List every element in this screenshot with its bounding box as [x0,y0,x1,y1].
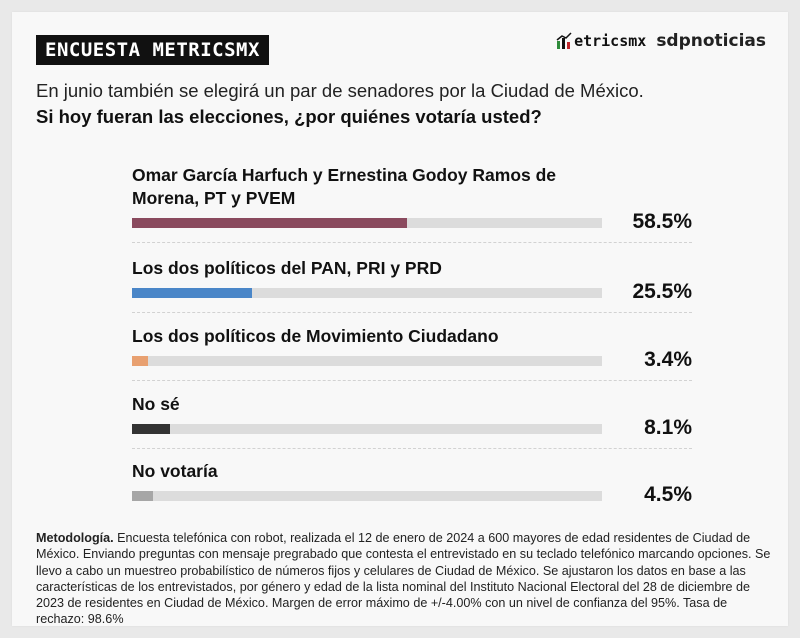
row-label: Los dos políticos de Movimiento Ciudadan… [132,326,499,346]
question-text: Si hoy fueran las elecciones, ¿por quién… [36,106,542,127]
percentage-label: 8.1% [644,416,692,439]
survey-badge: ENCUESTA METRICSMX [36,35,269,65]
result-row: Omar García Harfuch y Ernestina Godoy Ra… [132,162,692,233]
logos: etricsmx sdpnoticias [556,31,766,51]
bar-track [132,424,602,434]
chart-up-icon [556,32,572,49]
bar-fill [132,356,148,366]
bar-track [132,288,602,298]
row-label: No votaría [132,461,218,481]
percentage-label: 3.4% [644,348,692,371]
result-row: No votaría 4.5% [132,457,692,506]
percentage-label: 4.5% [644,483,692,506]
percentage-label: 58.5% [632,210,692,233]
row-label: No sé [132,394,180,414]
result-row: No sé 8.1% [132,390,692,439]
bar-fill [132,288,252,298]
methodology-label: Metodología. [36,531,114,545]
row-separator [132,448,692,449]
result-row: Los dos políticos del PAN, PRI y PRD 25.5… [132,254,692,303]
sdpnoticias-logo: sdpnoticias [656,31,766,51]
methodology-text: Encuesta telefónica con robot, realizada… [36,531,771,627]
metricsmx-wordmark: etricsmx [574,32,647,50]
result-row: Los dos políticos de Movimiento Ciudadan… [132,322,692,371]
bar-fill [132,424,171,434]
survey-card: ENCUESTA METRICSMX etricsmx sdpnoticias … [12,12,788,626]
metricsmx-logo: etricsmx [556,32,646,50]
bar-track [132,218,602,228]
row-label: Los dos políticos del PAN, PRI y PRD [132,258,442,278]
row-separator [132,312,692,313]
percentage-label: 25.5% [632,280,692,303]
row-separator [132,380,692,381]
bar-fill [132,218,407,228]
bar-track [132,356,602,366]
intro-text: En junio también se elegirá un par de se… [36,80,644,101]
bar-track [132,491,602,501]
bar-fill [132,491,154,501]
row-label: Omar García Harfuch y Ernestina Godoy Ra… [132,165,557,208]
methodology: Metodología. Encuesta telefónica con rob… [36,530,771,628]
row-separator [132,242,692,243]
